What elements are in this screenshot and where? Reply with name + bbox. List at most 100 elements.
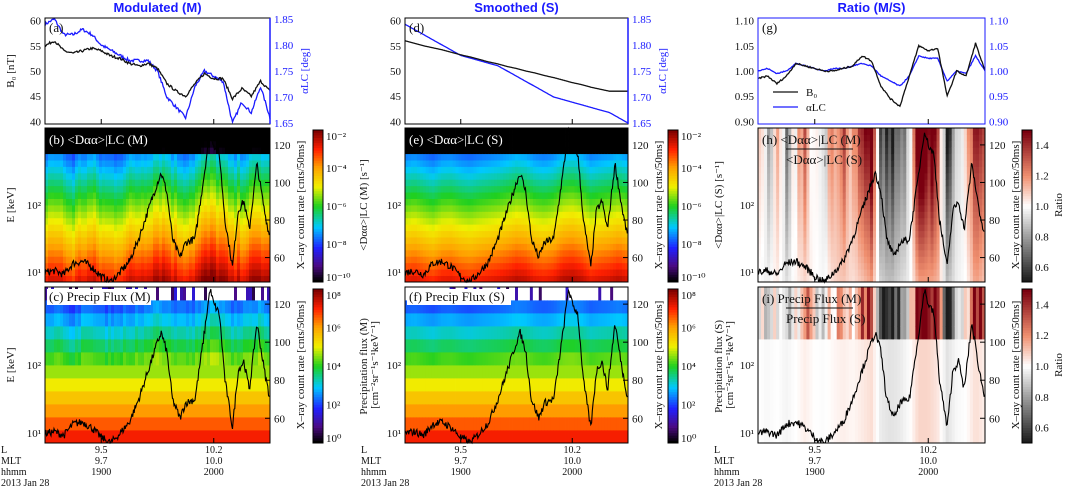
heatmap-cell <box>422 134 427 142</box>
heatmap-cell <box>210 192 214 199</box>
heatmap-cell <box>467 166 471 174</box>
heatmap-cell <box>425 417 430 431</box>
heatmap-cell <box>177 237 181 244</box>
heatmap-cell <box>147 430 151 444</box>
heatmap-cell <box>75 339 79 353</box>
heatmap-cell <box>45 172 49 180</box>
heatmap-cell <box>117 365 121 379</box>
panel-label: (b) <Dαα>|LC (M) <box>49 132 148 147</box>
heatmap-cell <box>571 160 575 167</box>
heatmap-cell <box>201 287 205 301</box>
heatmap-cell <box>147 134 151 142</box>
heatmap-cell <box>168 230 172 238</box>
heatmap-cell <box>171 128 175 135</box>
heatmap-cell <box>231 249 235 257</box>
heatmap-cell <box>261 275 265 283</box>
heatmap-cell <box>231 211 235 219</box>
heatmap-cell <box>488 160 492 167</box>
heatmap-cell <box>264 339 268 353</box>
heatmap-cell <box>261 378 265 392</box>
heatmap-cell <box>141 313 145 327</box>
heatmap-cell <box>69 313 73 327</box>
heatmap-cell <box>120 417 124 431</box>
heatmap-cell <box>207 262 211 270</box>
heatmap-cell <box>482 230 486 238</box>
heatmap-cell <box>520 256 525 264</box>
heatmap-cell <box>81 326 85 340</box>
colorbar-cell <box>668 203 678 207</box>
heatmap-cell <box>102 160 106 167</box>
heatmap-cell <box>45 365 49 379</box>
heatmap-cell <box>515 262 519 270</box>
heatmap-cell <box>515 243 519 251</box>
heatmap-cell <box>449 430 453 444</box>
heatmap-cell <box>60 179 64 187</box>
heatmap-cell <box>183 249 187 257</box>
heatmap-cell <box>78 217 82 225</box>
heatmap-cell <box>90 140 94 148</box>
heatmap-cell <box>219 417 223 431</box>
heatmap-cell <box>57 237 61 244</box>
heatmap-cell <box>228 430 232 444</box>
heatmap-cell <box>171 230 175 238</box>
heatmap-cell <box>201 172 205 180</box>
heatmap-cell <box>488 224 492 232</box>
heatmap-cell <box>604 147 608 155</box>
colorbar-frame <box>312 129 324 283</box>
heatmap-cell <box>449 249 453 257</box>
heatmap-cell <box>141 230 145 238</box>
heatmap-cell <box>111 147 115 155</box>
heatmap-cell <box>559 211 563 219</box>
heatmap-cell <box>610 262 614 270</box>
heatmap-cell <box>195 179 199 187</box>
heatmap-cell <box>622 205 626 212</box>
heatmap-cell <box>123 365 127 379</box>
heatmap-cell <box>96 300 100 314</box>
heatmap-cell <box>249 391 253 405</box>
heatmap-cell <box>240 224 244 232</box>
heatmap-cell <box>443 166 448 174</box>
colorbar-cell <box>313 228 323 232</box>
heatmap-cell <box>592 262 596 270</box>
heatmap-cell <box>45 300 49 314</box>
heatmap-cell <box>240 166 244 174</box>
heatmap-cell <box>99 217 103 225</box>
heatmap-cell <box>162 217 166 225</box>
heatmap-cell <box>96 404 100 418</box>
heatmap-cell <box>123 378 127 392</box>
heatmap-cell <box>174 237 178 244</box>
heatmap-cell <box>183 172 187 180</box>
heatmap-cell <box>568 185 572 193</box>
heatmap-cell <box>523 128 528 135</box>
heatmap-cell <box>535 217 540 225</box>
colorbar-cell <box>313 289 323 292</box>
heatmap-cell <box>267 198 271 206</box>
heatmap-cell <box>437 275 442 283</box>
heatmap-cell <box>571 262 575 270</box>
heatmap-cell <box>222 262 226 270</box>
heatmap-cell <box>523 140 528 148</box>
heatmap-cell <box>497 128 501 135</box>
heatmap-cell <box>586 147 590 155</box>
heatmap-cell <box>117 230 121 238</box>
heatmap-cell <box>604 205 608 212</box>
heatmap-cell <box>261 237 265 244</box>
heatmap-cell <box>171 243 175 251</box>
heatmap-cell <box>189 417 193 431</box>
heatmap-cell <box>494 249 498 257</box>
heatmap-cell <box>464 249 468 257</box>
heatmap-cell <box>66 430 70 444</box>
energy-tick-label: 10¹ <box>387 267 401 279</box>
heatmap-cell <box>553 172 558 180</box>
heatmap-cell <box>99 147 103 155</box>
heatmap-cell <box>69 198 73 206</box>
heatmap-cell <box>580 179 584 187</box>
heatmap-cell <box>616 217 620 225</box>
heatmap-cell <box>201 404 205 418</box>
heatmap-cell <box>216 205 220 212</box>
heatmap-cell <box>577 147 581 155</box>
heatmap-cell <box>568 230 572 238</box>
heatmap-cell <box>622 160 626 167</box>
heatmap-cell <box>509 179 513 187</box>
heatmap-cell <box>562 269 566 276</box>
